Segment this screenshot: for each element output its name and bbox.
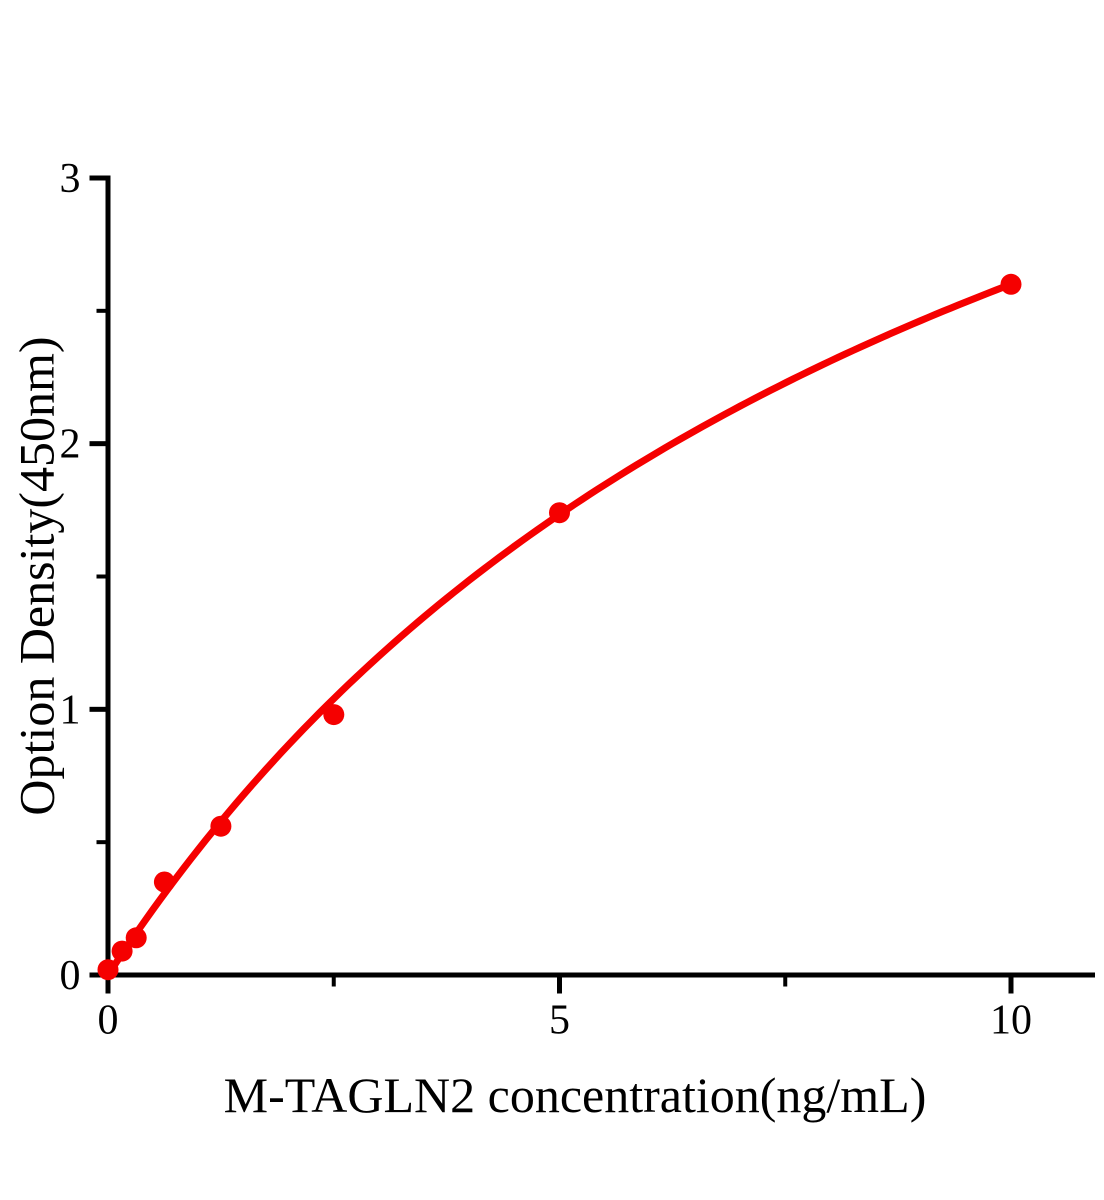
- x-axis-tick-label: 5: [549, 998, 570, 1044]
- data-point: [111, 940, 133, 962]
- data-point: [1000, 273, 1022, 295]
- data-points-layer: [97, 273, 1022, 981]
- y-axis-tick-label: 1: [60, 687, 81, 733]
- y-axis-title: Option Density(450nm): [9, 336, 65, 815]
- data-point: [549, 502, 570, 524]
- data-point: [97, 959, 119, 981]
- y-axis-tick-label: 2: [60, 422, 81, 468]
- fit-curve-layer: [104, 280, 1015, 979]
- y-axis-tick-label: 3: [60, 156, 81, 202]
- x-axis-title: M-TAGLN2 concentration(ng/mL): [224, 1067, 927, 1123]
- y-axis-tick-label: 0: [60, 953, 81, 999]
- data-point: [210, 815, 232, 837]
- data-point: [125, 927, 147, 949]
- x-axis-tick-label: 0: [98, 998, 119, 1044]
- fit-curve-line: [104, 280, 1015, 979]
- x-axis-tick-label: 10: [990, 998, 1032, 1044]
- data-point: [153, 871, 175, 893]
- axes-layer: 0 5 10 0 1 2 3: [60, 156, 1095, 1044]
- data-point: [323, 704, 345, 726]
